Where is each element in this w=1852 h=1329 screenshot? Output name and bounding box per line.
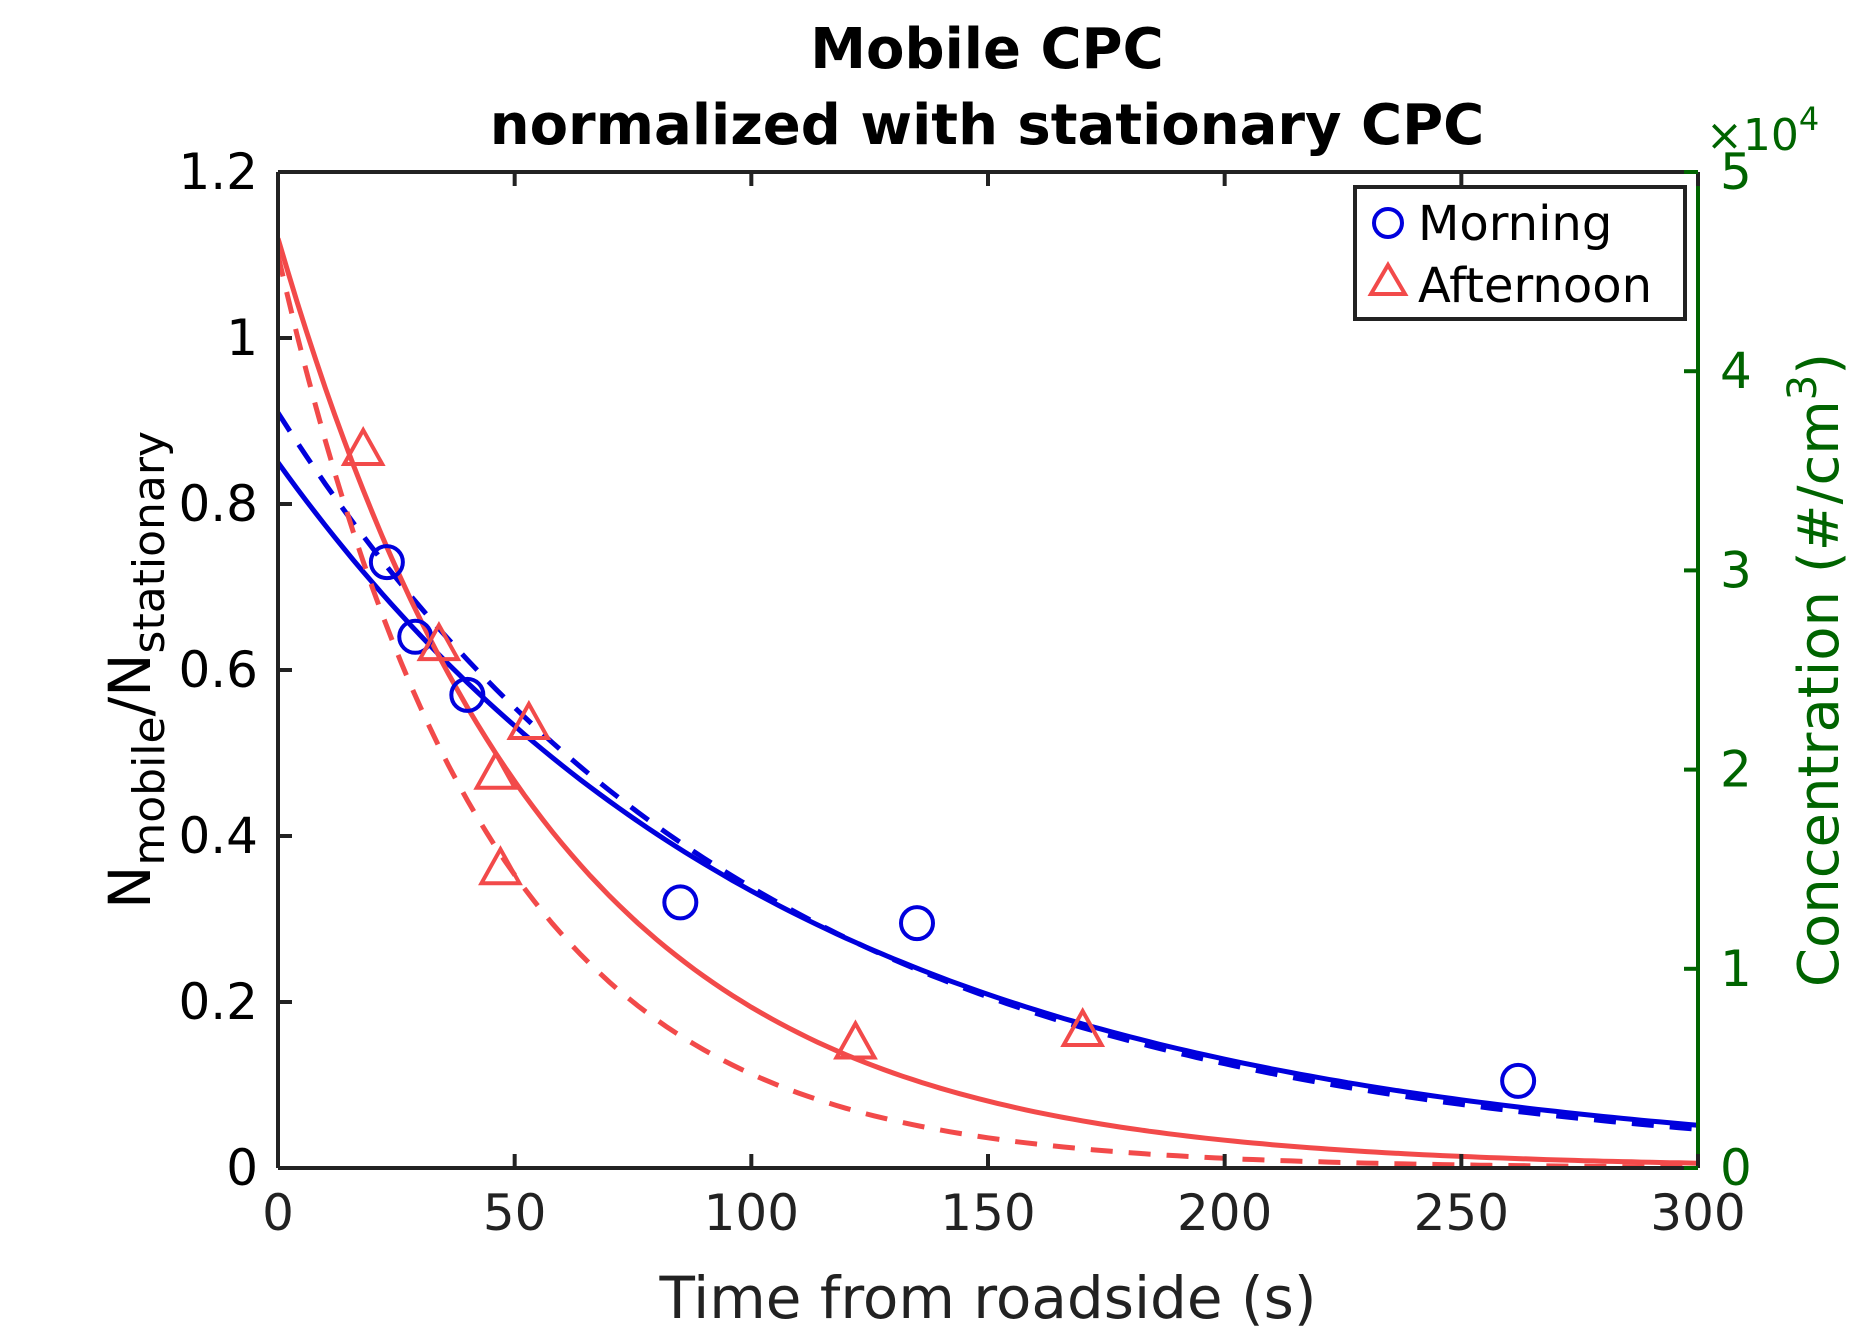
x-tick-label: 100 bbox=[704, 1184, 799, 1242]
x-tick-label: 200 bbox=[1177, 1184, 1272, 1242]
legend-label-afternoon: Afternoon bbox=[1418, 258, 1652, 314]
afternoon-data-point bbox=[506, 699, 552, 740]
plot-area bbox=[278, 172, 1698, 1168]
chart-title-line-2: normalized with stationary CPC bbox=[490, 93, 1485, 158]
legend-label-morning: Morning bbox=[1418, 196, 1612, 252]
y-tick-label: 0.6 bbox=[178, 641, 258, 699]
y-tick-label: 0.8 bbox=[178, 475, 258, 533]
morning-data-point bbox=[899, 905, 935, 942]
legend-box bbox=[1353, 185, 1687, 321]
y-tick-label: 0 bbox=[226, 1139, 258, 1197]
y2-tick-label: 5 bbox=[1720, 143, 1752, 201]
x-tick-label: 300 bbox=[1650, 1184, 1745, 1242]
x-tick-label: 250 bbox=[1414, 1184, 1509, 1242]
afternoon-data-point bbox=[478, 845, 523, 886]
morning-data-point bbox=[662, 884, 699, 921]
x-axis-label: Time from roadside (s) bbox=[659, 1264, 1317, 1329]
afternoon-data-point bbox=[340, 425, 386, 467]
afternoon-data-point bbox=[1060, 1006, 1106, 1048]
morning-data-point bbox=[1500, 1062, 1537, 1099]
legend-marker-morning bbox=[1372, 207, 1404, 239]
x-tick-label: 50 bbox=[483, 1184, 547, 1242]
y2-tick-label: 1 bbox=[1720, 940, 1752, 998]
morning-dashed-fit-line bbox=[278, 411, 1698, 1132]
afternoon-data-point bbox=[473, 749, 519, 790]
y-tick-label: 0.4 bbox=[178, 807, 258, 865]
legend: Morning Afternoon bbox=[1353, 185, 1687, 321]
legend-marker-afternoon bbox=[1367, 261, 1409, 296]
y2-axis-label: Concentration (#/cm3) bbox=[1780, 353, 1852, 987]
y2-tick-label: 2 bbox=[1720, 741, 1752, 799]
morning-data-point bbox=[449, 676, 486, 713]
y-tick-label: 0.2 bbox=[178, 973, 258, 1031]
y-axis-label: Nmobile/Nstationary bbox=[96, 431, 175, 909]
y2-tick-label: 3 bbox=[1720, 541, 1752, 599]
y2-tick-label: 4 bbox=[1720, 342, 1752, 400]
y-tick-label: 1.2 bbox=[178, 143, 258, 201]
x-tick-label: 150 bbox=[940, 1184, 1035, 1242]
afternoon-data-point bbox=[416, 621, 462, 662]
x-tick-label: 0 bbox=[262, 1184, 294, 1242]
y2-tick-label: 0 bbox=[1720, 1139, 1752, 1197]
y2-multiplier: ×104 bbox=[1706, 100, 1819, 161]
afternoon-data-point bbox=[833, 1019, 878, 1060]
y-tick-label: 1 bbox=[226, 309, 258, 367]
morning-data-point bbox=[368, 544, 405, 581]
chart-title-line-1: Mobile CPC bbox=[810, 17, 1163, 82]
